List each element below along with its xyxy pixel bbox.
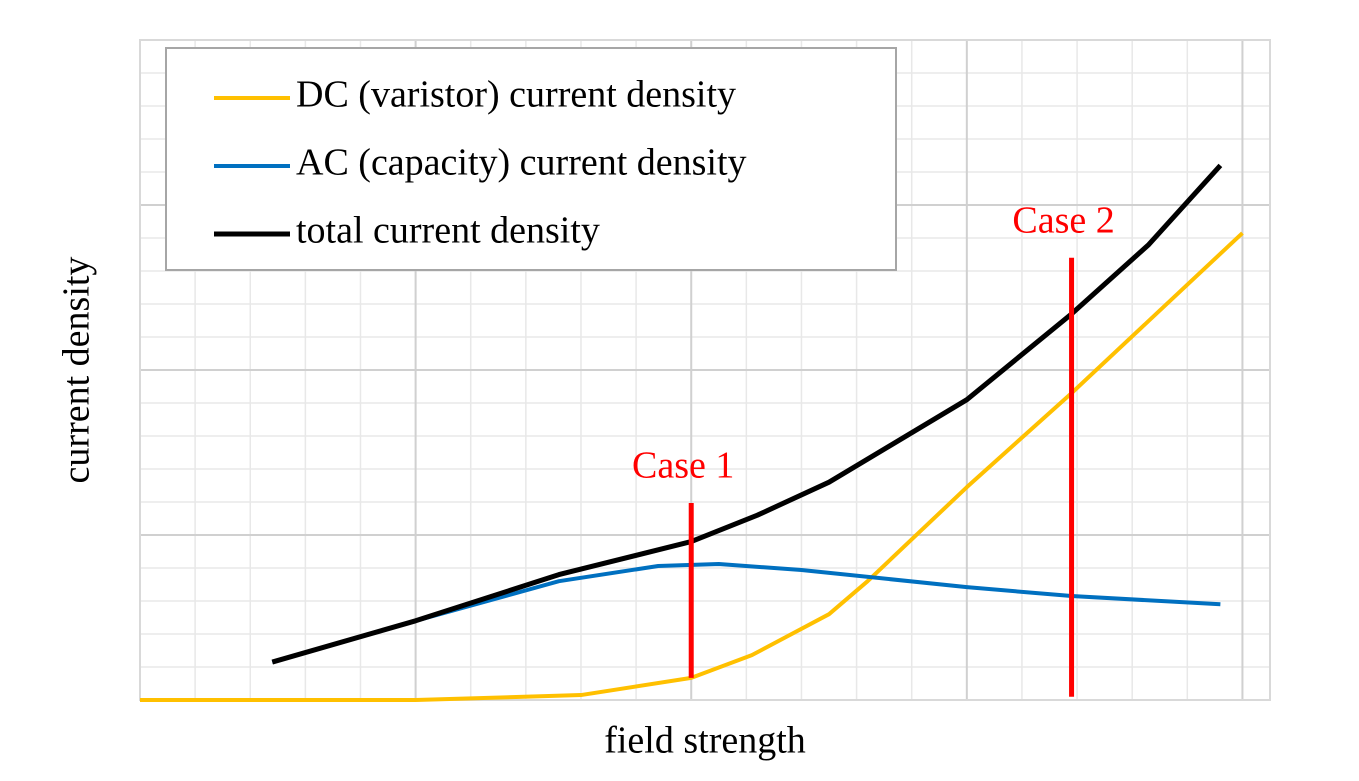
case-label: Case 1 <box>632 445 734 487</box>
legend-label: AC (capacity) current density <box>296 142 747 184</box>
plot-frame <box>139 39 1271 701</box>
x-axis-label: field strength <box>604 720 806 762</box>
y-axis-label: current density <box>56 257 98 484</box>
series-line <box>140 231 1244 702</box>
legend-label: total current density <box>296 210 600 252</box>
case-label: Case 2 <box>1012 200 1114 242</box>
series-line <box>271 163 1223 665</box>
legend-label: DC (varistor) current density <box>296 74 736 116</box>
